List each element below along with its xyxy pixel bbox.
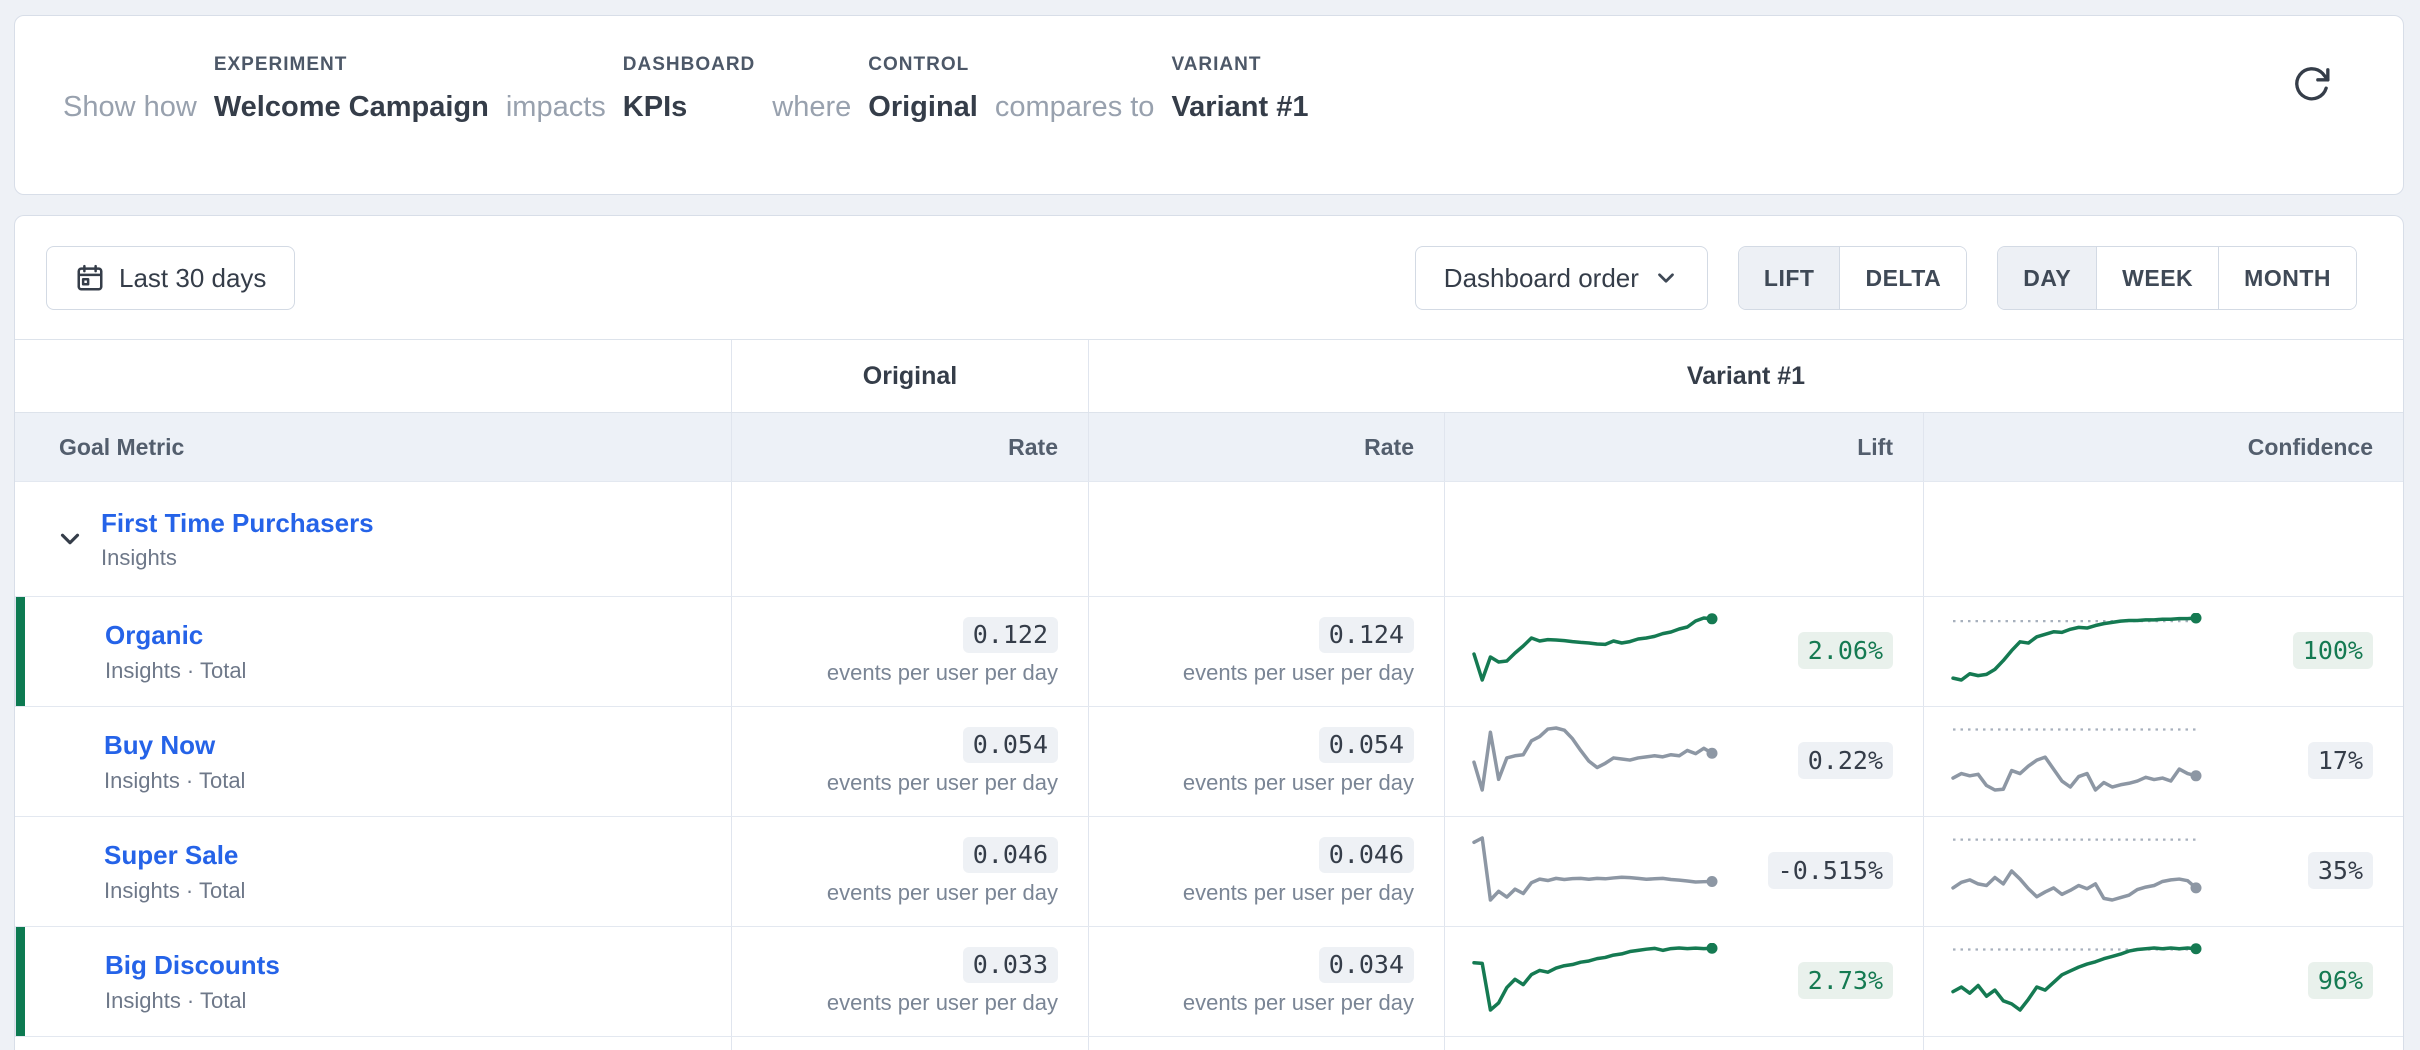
sentence-pair-variant: VARIANT Variant #1 <box>1171 54 1308 127</box>
rate-unit-label: events per user per day <box>826 880 1058 906</box>
report-card: Last 30 days Dashboard order LIFT DELTA D… <box>14 215 2404 1050</box>
significance-bar <box>15 597 25 706</box>
report-toolbar: Last 30 days Dashboard order LIFT DELTA D… <box>15 216 2403 339</box>
variant-rate-column-header: Rate <box>1364 433 1414 460</box>
query-builder-card: Show how EXPERIMENT Welcome Campaign impact… <box>14 15 2404 195</box>
sentence-word: compares to <box>994 91 1155 123</box>
rate-unit-label: events per user per day <box>1182 880 1414 906</box>
lift-value: 2.73% <box>1797 962 1893 1000</box>
lift-sparkline <box>1472 836 1718 902</box>
metric-link[interactable]: Super Sale <box>104 840 239 871</box>
control-rate-column-header: Rate <box>1008 433 1058 460</box>
lift-sparkline <box>1472 613 1718 682</box>
pair-label: DASHBOARD <box>622 54 756 75</box>
pair-value[interactable]: Variant #1 <box>1171 91 1309 123</box>
pair-label: EXPERIMENT <box>213 54 348 75</box>
sentence-word: impacts <box>505 91 606 123</box>
confidence-value: 35% <box>2307 852 2373 890</box>
confidence-value: 100% <box>2292 632 2373 670</box>
refresh-button[interactable] <box>2291 64 2333 106</box>
granularity-toggle: DAY WEEK MONTH <box>1997 246 2357 310</box>
lift-column-header: Lift <box>1857 433 1893 460</box>
pair-value[interactable]: Welcome Campaign <box>213 91 489 123</box>
pair-value[interactable]: Original <box>868 91 978 123</box>
collapse-chevron-icon[interactable] <box>55 524 85 554</box>
sentence-word: Show how <box>63 91 197 123</box>
refresh-icon <box>2295 67 2330 101</box>
variant-rate-value: 0.054 <box>1318 726 1414 764</box>
confidence-column-header: Confidence <box>2247 433 2373 460</box>
confidence-sparkline <box>1951 612 2202 682</box>
control-rate-value: 0.046 <box>962 836 1058 874</box>
control-column-title: Original <box>862 361 958 390</box>
metric-subtitle: Insights · Total <box>105 657 247 683</box>
metric-link[interactable]: Big Discounts <box>105 950 280 981</box>
lift-value: 0.22% <box>1797 742 1893 780</box>
table-row: Super Sale Insights · Total 0.046 events pe… <box>15 817 2403 927</box>
lift-value: 2.06% <box>1797 632 1893 670</box>
variant-rate-value: 0.046 <box>1318 836 1414 874</box>
dashboard-order-dropdown[interactable]: Dashboard order <box>1414 246 1708 310</box>
mode-lift-button[interactable]: LIFT <box>1738 247 1840 309</box>
variant-column-title: Variant #1 <box>1686 361 1806 390</box>
metric-subtitle: Insights · Total <box>104 877 246 903</box>
control-rate-value: 0.033 <box>962 946 1058 984</box>
dashboard-order-label: Dashboard order <box>1443 262 1639 293</box>
rate-unit-label: events per user per day <box>826 990 1058 1016</box>
rate-unit-label: events per user per day <box>1182 660 1414 686</box>
table-row: Buy Now Insights · Total 0.054 events per u… <box>15 707 2403 817</box>
rate-unit-label: events per user per day <box>826 660 1058 686</box>
date-range-button[interactable]: Last 30 days <box>46 246 296 310</box>
metric-group-row: First Time Purchasers Insights <box>15 482 2403 597</box>
sentence-pair-experiment: EXPERIMENT Welcome Campaign <box>214 54 489 127</box>
metric-subtitle: Insights · Total <box>104 767 246 793</box>
rate-unit-label: events per user per day <box>1182 770 1414 796</box>
variant-rate-value: 0.124 <box>1318 616 1414 654</box>
sentence-pair-dashboard: DASHBOARD KPIs <box>623 54 756 127</box>
rate-unit-label: events per user per day <box>826 770 1058 796</box>
granularity-month-button[interactable]: MONTH <box>2218 247 2356 309</box>
pair-label: CONTROL <box>868 54 970 75</box>
lift-delta-toggle: LIFT DELTA <box>1737 246 1968 310</box>
variant-rate-value: 0.034 <box>1318 946 1414 984</box>
goal-metric-column-header: Goal Metric <box>59 433 185 460</box>
significance-bar <box>15 927 25 1036</box>
query-sentence: Show how EXPERIMENT Welcome Campaign impact… <box>15 16 2403 127</box>
control-rate-value: 0.122 <box>962 616 1058 654</box>
metric-link[interactable]: Organic <box>105 620 204 651</box>
metric-group-link[interactable]: First Time Purchasers <box>101 507 374 538</box>
rate-unit-label: events per user per day <box>1182 990 1414 1016</box>
table-variant-header-row: Original Variant #1 <box>15 340 2403 412</box>
metric-link[interactable]: Buy Now <box>104 730 216 761</box>
table-row-partial <box>15 1037 2403 1050</box>
date-range-label: Last 30 days <box>119 262 267 293</box>
table-column-header-row: Goal Metric Rate Rate Lift Confidence <box>15 412 2403 482</box>
sentence-pair-control: CONTROL Original <box>868 54 978 127</box>
sentence-word: where <box>772 91 852 123</box>
confidence-sparkline <box>1951 943 2202 1012</box>
metric-subtitle: Insights · Total <box>105 987 247 1013</box>
lift-value: -0.515% <box>1767 852 1893 890</box>
confidence-sparkline <box>1951 728 2202 792</box>
granularity-week-button[interactable]: WEEK <box>2096 247 2219 309</box>
lift-sparkline <box>1472 942 1718 1012</box>
table-row: Big Discounts Insights · Total 0.033 events… <box>15 927 2403 1037</box>
granularity-day-button[interactable]: DAY <box>1998 247 2097 309</box>
confidence-value: 17% <box>2307 742 2373 780</box>
experiment-results-table: Original Variant #1 Goal Metric Rate Rat… <box>15 339 2403 1050</box>
chevron-down-icon <box>1658 273 1674 283</box>
lift-sparkline <box>1472 726 1718 792</box>
confidence-sparkline <box>1951 838 2202 902</box>
pair-label: VARIANT <box>1171 54 1262 75</box>
calendar-icon <box>77 264 103 291</box>
mode-delta-button[interactable]: DELTA <box>1839 247 1967 309</box>
confidence-value: 96% <box>2307 962 2373 1000</box>
metric-group-subtitle: Insights <box>101 545 177 571</box>
table-row: Organic Insights · Total 0.122 events per u… <box>15 597 2403 707</box>
control-rate-value: 0.054 <box>962 726 1058 764</box>
pair-value[interactable]: KPIs <box>622 91 688 123</box>
